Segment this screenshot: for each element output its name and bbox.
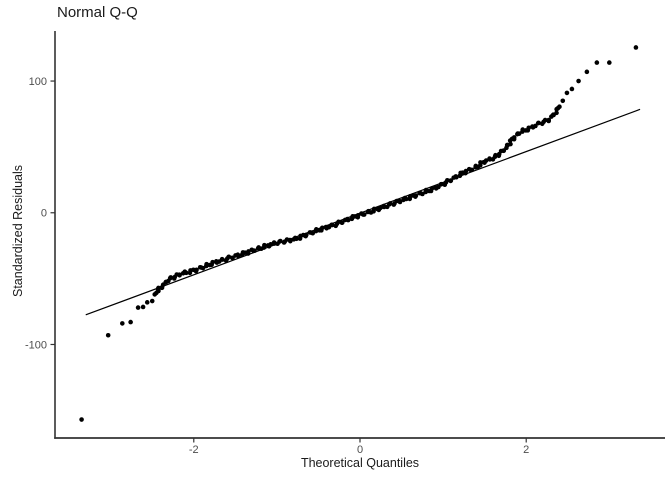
data-point bbox=[183, 270, 189, 276]
data-point bbox=[403, 196, 409, 202]
data-point bbox=[168, 275, 174, 280]
data-point bbox=[576, 78, 581, 84]
data-point bbox=[564, 90, 570, 96]
data-point bbox=[194, 267, 199, 273]
data-point bbox=[560, 98, 566, 104]
data-point bbox=[569, 86, 575, 92]
x-axis-label: Theoretical Quantiles bbox=[300, 456, 420, 470]
data-point bbox=[511, 135, 517, 140]
data-point bbox=[397, 199, 403, 205]
data-point bbox=[554, 110, 559, 116]
data-point bbox=[210, 259, 215, 265]
data-point bbox=[483, 158, 489, 163]
x-tick-label: 0 bbox=[357, 444, 363, 456]
x-tick-label: 2 bbox=[523, 444, 529, 456]
data-point bbox=[633, 45, 639, 50]
data-point bbox=[310, 230, 316, 236]
data-point bbox=[140, 304, 146, 310]
data-point bbox=[144, 300, 150, 305]
data-point bbox=[439, 181, 444, 187]
data-point bbox=[226, 254, 232, 260]
data-point bbox=[387, 201, 393, 206]
data-point bbox=[508, 141, 513, 147]
data-point bbox=[478, 160, 483, 165]
data-point bbox=[200, 265, 206, 271]
data-point bbox=[220, 257, 225, 262]
chart-title: Normal Q-Q bbox=[57, 4, 138, 21]
data-point bbox=[177, 272, 182, 278]
data-point bbox=[252, 248, 257, 254]
data-point bbox=[79, 417, 84, 422]
data-point bbox=[501, 148, 507, 154]
data-point bbox=[469, 167, 475, 173]
data-point bbox=[236, 253, 241, 259]
data-point bbox=[135, 305, 141, 310]
data-point bbox=[149, 298, 155, 304]
data-point bbox=[448, 178, 454, 183]
data-point bbox=[336, 219, 341, 225]
data-point bbox=[536, 120, 541, 126]
data-point bbox=[340, 220, 345, 225]
y-tick-label: 0 bbox=[41, 208, 47, 220]
data-point bbox=[262, 242, 267, 248]
data-point bbox=[371, 206, 377, 212]
data-point bbox=[278, 238, 283, 244]
data-point bbox=[533, 123, 538, 129]
data-point bbox=[345, 217, 351, 223]
data-point bbox=[454, 174, 459, 180]
data-point bbox=[320, 225, 325, 231]
y-tick-label: 100 bbox=[29, 76, 47, 88]
data-point bbox=[594, 60, 600, 65]
data-point bbox=[607, 60, 612, 65]
data-point bbox=[120, 321, 125, 326]
data-point bbox=[584, 69, 590, 75]
data-point bbox=[526, 125, 532, 131]
data-point bbox=[361, 212, 367, 217]
data-point bbox=[128, 319, 133, 325]
data-point bbox=[303, 232, 309, 238]
data-point bbox=[294, 236, 299, 242]
data-point bbox=[557, 104, 562, 110]
data-point bbox=[413, 193, 419, 198]
data-point bbox=[429, 186, 435, 191]
data-point bbox=[463, 168, 469, 174]
data-point bbox=[329, 222, 335, 228]
data-point bbox=[378, 205, 383, 211]
x-tick-label: -2 bbox=[189, 444, 199, 456]
data-point bbox=[287, 238, 293, 244]
data-point bbox=[546, 117, 552, 123]
y-tick-label: -100 bbox=[25, 339, 47, 351]
data-point bbox=[542, 117, 548, 123]
data-point bbox=[105, 332, 111, 338]
